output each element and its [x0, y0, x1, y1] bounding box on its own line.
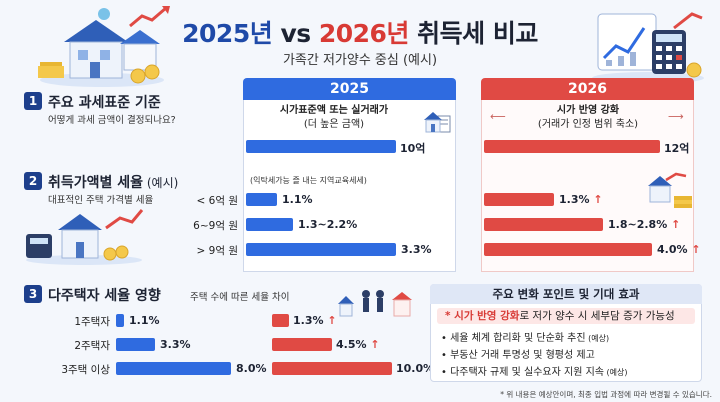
- house-document-icon: [424, 112, 451, 133]
- section3-2025-bar: [116, 338, 155, 351]
- footnote: * 위 내용은 예상안이며, 최종 입법 과정에 따라 변경될 수 있습니다.: [500, 390, 712, 399]
- section2-title-suffix: (예시): [143, 176, 179, 190]
- section3-2026-bar: [272, 362, 392, 375]
- effects-item-text: 부동산 거래 투명성 및 형평성 제고: [450, 350, 595, 361]
- section1-2025-bar: [246, 140, 396, 153]
- section3-title: 다주택자 세율 영향: [48, 288, 161, 304]
- section1-2026-label: 시가 반영 강화: [556, 105, 620, 116]
- section1-subtitle: 어떻게 과세 금액이 결정되나요?: [48, 115, 176, 126]
- arrow-up-icon: ↑: [691, 243, 701, 256]
- arrow-up-icon: ↑: [593, 193, 603, 206]
- people-houses-illustration: [338, 290, 412, 317]
- page-title: 2025년 vs 2026년 취득세 비교: [0, 14, 720, 50]
- section1-2025-label: 시가표준액 또는 실거래가: [279, 105, 389, 116]
- effects-item: • 부동산 거래 투명성 및 형평성 제고: [441, 350, 595, 361]
- section2-2025-value: 1.3~2.2%: [298, 218, 358, 231]
- section3-2026-bar: [272, 314, 289, 327]
- section1-2025-sublabel: (더 높은 금액): [303, 119, 365, 130]
- section2-note: (익탁세가능 즐 내는 지역교육세세): [250, 176, 367, 185]
- section3-2025-value: 1.1%: [129, 314, 160, 327]
- section2-number: 2: [24, 172, 42, 190]
- section2-2026-bar: [484, 243, 652, 256]
- section2-2025-value: 1.1%: [282, 193, 313, 206]
- double-arrow-icon: ⟵: [490, 110, 506, 123]
- house-coins-icon: [648, 172, 692, 208]
- section2-title-main: 취득가액별 세율: [48, 175, 144, 191]
- column-header-2025: 2025: [243, 78, 456, 100]
- section3-row-label: 2주택자: [74, 340, 110, 352]
- effects-item-note: (예상): [585, 334, 610, 343]
- section2-2026-bar: [484, 218, 603, 231]
- section3-2026-value: 4.5% ↑: [336, 338, 380, 351]
- effects-item: • 다주택자 규제 및 실수요자 지원 지속 (예상): [441, 367, 628, 378]
- section3-subtitle: 주택 수에 따른 세율 차이: [190, 292, 290, 303]
- section1-2026-bar: [484, 140, 660, 153]
- section2-row-label: > 9억 원: [196, 245, 238, 257]
- section3-2025-bar: [116, 314, 124, 327]
- section1-number: 1: [24, 92, 42, 110]
- section1-title: 주요 과세표준 기준: [48, 95, 161, 111]
- section2-2026-value-text: 1.3%: [559, 193, 590, 206]
- section2-2026-value-text: 1.8~2.8%: [608, 218, 668, 231]
- page-subtitle: 가족간 저가양수 중심 (예시): [282, 53, 438, 68]
- effects-highlight-star: *: [445, 310, 455, 322]
- section2-2025-bar: [246, 193, 277, 206]
- house-calculator-illustration: [26, 209, 144, 265]
- section3-2025-value: 3.3%: [160, 338, 191, 351]
- section3-2026-bar: [272, 338, 332, 351]
- section2-row-label: < 6억 원: [196, 195, 238, 207]
- arrow-up-icon: ↑: [671, 218, 681, 231]
- section3-2026-value: 1.3% ↑: [293, 314, 337, 327]
- title-year-2026: 2026년: [318, 19, 410, 48]
- double-arrow-icon: ⟶: [668, 110, 684, 123]
- section3-2026-value-text: 10.0%: [396, 362, 435, 375]
- calculator-chart-illustration-right: [592, 12, 704, 84]
- section1-2026-sublabel: (거래가 인정 범위 축소): [537, 119, 639, 130]
- effects-item-text: 다주택자 규제 및 실수요자 지원 지속: [450, 367, 604, 378]
- section2-2026-value: 4.0% ↑: [657, 243, 701, 256]
- section2-2026-value: 1.8~2.8% ↑: [608, 218, 680, 231]
- section2-title: 취득가액별 세율 (예시): [48, 172, 178, 192]
- effects-highlight: * 시가 반영 강화로 저가 양수 시 세부담 증가 가능성: [437, 308, 695, 324]
- section2-subtitle: 대표적인 주택 가격별 세율: [48, 195, 154, 206]
- section3-number: 3: [24, 285, 42, 303]
- arrow-up-icon: ↑: [370, 338, 380, 351]
- title-vs: vs: [272, 19, 319, 48]
- effects-highlight-rest: 로 저가 양수 시 세부담 증가 가능성: [519, 310, 675, 322]
- section2-2025-bar: [246, 243, 396, 256]
- section2-row-label: 6~9억 원: [193, 220, 238, 232]
- section2-2025-bar: [246, 218, 293, 231]
- section2-2025-value: 3.3%: [401, 243, 432, 256]
- section2-2026-value-text: 4.0%: [657, 243, 688, 256]
- section3-2025-value: 8.0%: [236, 362, 267, 375]
- effects-item: • 세율 체계 합리화 및 단순화 추진 (예상): [441, 333, 610, 344]
- section2-2026-value: 1.3% ↑: [559, 193, 603, 206]
- section3-row-label: 3주택 이상: [61, 364, 110, 376]
- title-rest: 취득세 비교: [408, 19, 538, 48]
- section2-2026-bar: [484, 193, 554, 206]
- column-header-2026: 2026: [481, 78, 694, 100]
- section3-2025-bar: [116, 362, 231, 375]
- section1-2025-value: 10억: [400, 142, 426, 155]
- section3-2026-value-text: 4.5%: [336, 338, 367, 351]
- section3-2026-value-text: 1.3%: [293, 314, 324, 327]
- arrow-up-icon: ↑: [327, 314, 337, 327]
- section1-2026-value: 12억: [664, 142, 690, 155]
- title-year-2025: 2025년: [182, 19, 273, 48]
- effects-title: 주요 변화 포인트 및 기대 효과: [430, 284, 702, 304]
- effects-item-note: (예상): [603, 368, 628, 377]
- section3-row-label: 1주택자: [74, 316, 110, 328]
- effects-item-text: 세율 체계 합리화 및 단순화 추진: [450, 333, 586, 344]
- effects-highlight-red: 시가 반영 강화: [454, 310, 520, 322]
- house-coins-illustration-left: [38, 6, 170, 87]
